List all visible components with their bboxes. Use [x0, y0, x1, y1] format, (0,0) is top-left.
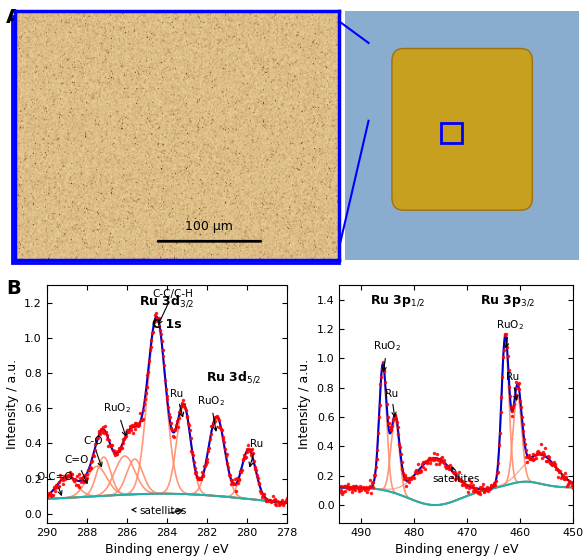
Text: RuO$_2$: RuO$_2$ [197, 394, 225, 431]
Text: C-O: C-O [83, 436, 102, 467]
Text: Ru 3d$_{5/2}$: Ru 3d$_{5/2}$ [206, 369, 261, 385]
Text: B: B [6, 280, 20, 299]
Text: RuO$_2$: RuO$_2$ [373, 339, 401, 371]
Text: Ru 3d$_{3/2}$: Ru 3d$_{3/2}$ [139, 293, 194, 309]
Text: Ru: Ru [249, 439, 263, 467]
Text: satellites: satellites [433, 467, 480, 484]
Text: C 1s: C 1s [152, 318, 181, 331]
Text: 100 μm: 100 μm [185, 220, 233, 233]
Text: Ru: Ru [170, 389, 184, 416]
FancyBboxPatch shape [392, 49, 532, 210]
Text: satellites: satellites [132, 506, 187, 517]
Text: Ru: Ru [505, 372, 519, 400]
X-axis label: Binding energy / eV: Binding energy / eV [105, 543, 229, 556]
X-axis label: Binding energy / eV: Binding energy / eV [394, 543, 518, 556]
Text: Ru: Ru [385, 389, 398, 416]
Text: Ru 3p$_{1/2}$: Ru 3p$_{1/2}$ [370, 293, 425, 309]
Y-axis label: Intensity / a.u.: Intensity / a.u. [298, 359, 311, 449]
Text: C-C/C-H: C-C/C-H [152, 289, 193, 324]
Y-axis label: Intensity / a.u.: Intensity / a.u. [6, 359, 19, 449]
Text: RuO$_2$: RuO$_2$ [495, 318, 524, 348]
FancyBboxPatch shape [12, 16, 339, 263]
Text: C=O: C=O [64, 455, 89, 484]
Text: Ru 3p$_{3/2}$: Ru 3p$_{3/2}$ [480, 293, 535, 309]
Text: RuO$_2$: RuO$_2$ [103, 401, 130, 435]
Text: A: A [6, 8, 21, 27]
Bar [441, 123, 462, 143]
Text: O-C=O: O-C=O [36, 472, 73, 495]
